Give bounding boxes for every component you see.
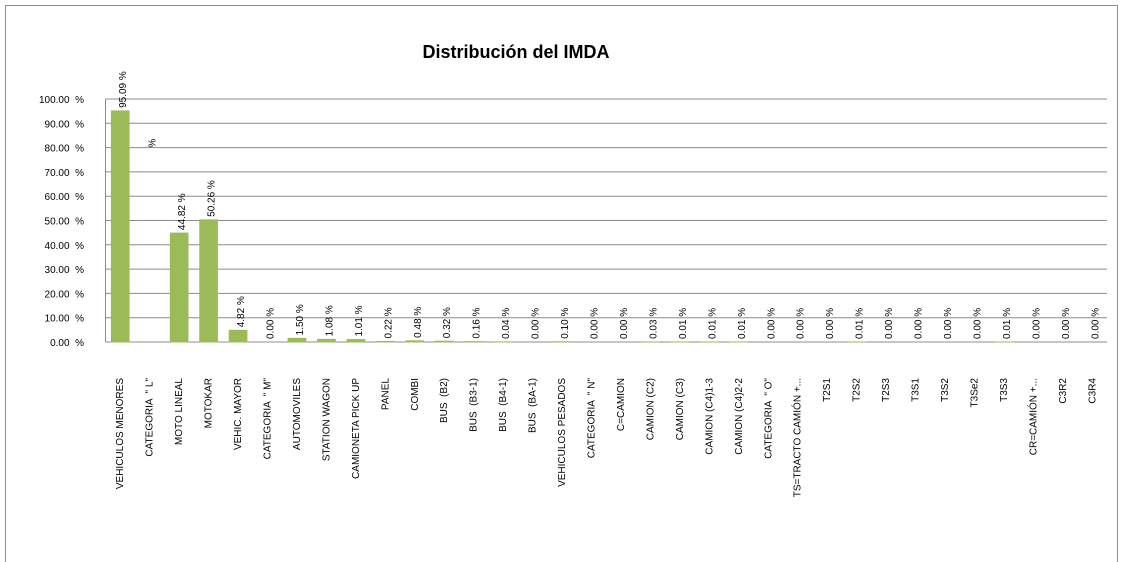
- data-label: 0.00 %: [943, 308, 954, 339]
- data-label: 0.22 %: [383, 307, 394, 338]
- data-label: 1.01 %: [354, 305, 365, 336]
- data-label: 0.01 %: [737, 308, 748, 339]
- y-tick-label: 20.00 %: [45, 289, 85, 300]
- data-label: 1.50 %: [295, 304, 306, 335]
- chart-title: Distribución del IMDA: [422, 42, 609, 62]
- x-tick-label: CR=CAMIÓN +...: [1026, 378, 1039, 455]
- data-label: 0.10 %: [560, 308, 571, 339]
- bar: [434, 340, 454, 343]
- x-tick-label: CAMION (C2): [645, 378, 656, 440]
- data-label: 0.00 %: [796, 308, 807, 339]
- x-tick-label: CATEGORIA " M": [263, 378, 274, 460]
- x-tick-label: CATEGORIA " O": [763, 378, 774, 459]
- x-tick-label: BUS (BA-1): [528, 378, 539, 433]
- x-tick-label: CAMION (C3): [675, 378, 686, 440]
- x-tick-label: CAMIONETA PICK UP: [351, 378, 362, 479]
- x-tick-label: AUTOMOVILES: [292, 378, 303, 450]
- bar: [405, 340, 425, 343]
- data-label: 0.00 %: [531, 308, 542, 339]
- x-tick-label: MOTOKAR: [204, 378, 215, 428]
- x-tick-label: MOTO LINEAL: [174, 378, 185, 445]
- data-label: 0.01 %: [707, 308, 718, 339]
- data-label: 0.00 %: [1061, 308, 1072, 339]
- x-tick-label: BUS (B3-1): [469, 378, 480, 432]
- data-label: 95.09 %: [118, 71, 129, 108]
- data-label: 1.08 %: [324, 305, 335, 336]
- data-label: 0.04 %: [501, 308, 512, 339]
- x-tick-label: BUS (B2): [439, 378, 450, 423]
- y-tick-label: 0.00 %: [50, 338, 84, 349]
- y-tick-label: 90.00 %: [45, 119, 85, 130]
- data-label: 0.48 %: [413, 307, 424, 338]
- x-tick-label: VEHIC. MAYOR: [233, 378, 244, 450]
- y-tick-label: 30.00 %: [45, 265, 85, 276]
- bar: [228, 329, 248, 343]
- x-tick-label: VEHICULOS MENORES: [115, 378, 126, 489]
- data-label: 0.03 %: [648, 308, 659, 339]
- x-tick-label: PANEL: [380, 378, 391, 410]
- data-label: 0.01 %: [1002, 308, 1013, 339]
- data-label: 50.26 %: [207, 180, 218, 217]
- chart-border: [5, 5, 1118, 562]
- x-tick-label: T3S2: [940, 378, 951, 402]
- data-label: 0.00 %: [914, 308, 925, 339]
- data-label: 0.32 %: [442, 307, 453, 338]
- bar: [110, 110, 130, 343]
- x-tick-label: T3S3: [999, 378, 1010, 402]
- x-tick-label: CATEGORIA " N": [587, 378, 598, 459]
- bar: [199, 219, 218, 343]
- x-tick-label: VEHICULOS PESADOS: [557, 378, 568, 487]
- x-tick-label: TS=TRACTO CAMIÓN +...: [791, 378, 804, 497]
- x-tick-label: T2S1: [822, 378, 833, 402]
- y-tick-label: 100.00 %: [39, 95, 84, 106]
- y-tick-label: 80.00 %: [45, 144, 85, 155]
- data-label: 0.00 %: [1090, 308, 1101, 339]
- x-tick-label: CATEGORIA " L": [145, 378, 156, 457]
- x-tick-label: T3Se2: [969, 378, 980, 408]
- x-tick-label: BUS (B4-1): [498, 378, 509, 432]
- x-tick-label: T3S1: [911, 378, 922, 402]
- x-tick-label: T2S2: [852, 378, 863, 402]
- data-label: 0.00 %: [972, 308, 983, 339]
- data-label: 0.16 %: [472, 307, 483, 338]
- bar: [375, 340, 395, 343]
- data-label: 0.00 %: [266, 308, 277, 339]
- y-tick-label: 60.00 %: [45, 192, 85, 203]
- bar: [346, 339, 366, 343]
- data-label: 0.00 %: [884, 308, 895, 339]
- x-tick-label: CAMION (C4)1-3: [704, 378, 715, 455]
- data-label: 4.82 %: [236, 296, 247, 327]
- x-tick-label: C=CAMION: [616, 378, 627, 431]
- data-label: 0.00 %: [590, 308, 601, 339]
- bar: [169, 232, 189, 343]
- x-tick-label: STATION WAGON: [321, 378, 332, 461]
- x-tick-label: C3R4: [1087, 378, 1098, 404]
- data-label: 44.82 %: [177, 193, 188, 230]
- bar: [287, 337, 307, 343]
- y-tick-label: 40.00 %: [45, 241, 85, 252]
- bar: [317, 338, 336, 343]
- data-label: 0.01 %: [678, 308, 689, 339]
- data-label: 0.01 %: [855, 308, 866, 339]
- y-tick-label: 10.00 %: [45, 314, 85, 325]
- y-tick-label: 70.00 %: [45, 168, 85, 179]
- x-tick-label: CAMION (C4)2-2: [734, 378, 745, 455]
- data-label: 0.00 %: [766, 308, 777, 339]
- data-label: %: [148, 139, 159, 148]
- x-tick-label: C3R2: [1058, 378, 1069, 404]
- y-tick-label: 50.00 %: [45, 217, 85, 228]
- data-label: 0.00 %: [619, 308, 630, 339]
- x-tick-label: COMBI: [410, 378, 421, 411]
- data-label: 0.00 %: [1031, 308, 1042, 339]
- x-tick-label: T2S3: [881, 378, 892, 402]
- data-label: 0.00 %: [825, 308, 836, 339]
